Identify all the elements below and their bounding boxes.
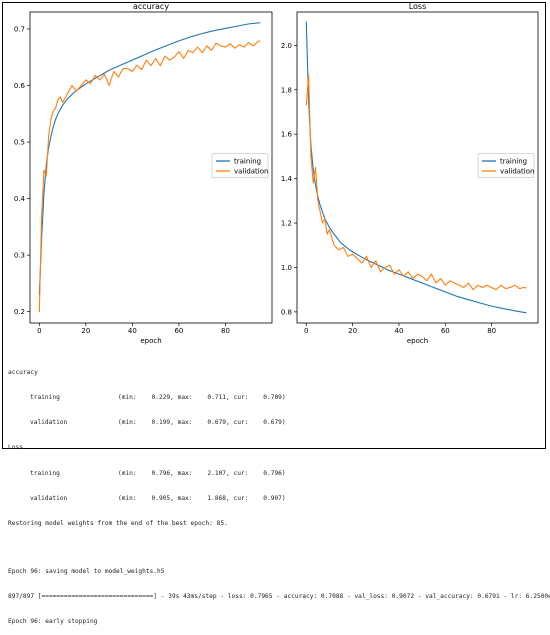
y-tick-label: 0.2 bbox=[14, 308, 25, 316]
log-accuracy-training-row: training (min: 0.229, max: 0.711, cur: 0.… bbox=[8, 394, 544, 402]
y-tick-label: 1.0 bbox=[281, 264, 292, 272]
chart-title: Loss bbox=[409, 2, 427, 11]
log-row-name: validation bbox=[30, 494, 68, 502]
charts-canvas: accuracy 0 20 40 60 80 0.2 0.3 0.4 0.5 0.6 0.7 epoch… bbox=[14, 2, 539, 345]
log-saving-line: Epoch 96: saving model to model_weights.… bbox=[8, 568, 165, 576]
log-row-stats: (min: 0.796, max: 2.107, cur: 0.796) bbox=[118, 469, 286, 477]
plot-frame bbox=[29, 11, 273, 324]
x-tick-label: 80 bbox=[221, 327, 230, 335]
x-tick-label: 40 bbox=[128, 327, 137, 335]
y-tick-label: 1.8 bbox=[281, 86, 292, 94]
log-progress-line: 897/897 [==============================]… bbox=[8, 593, 550, 601]
x-tick-label: 0 bbox=[37, 327, 41, 335]
x-axis-label: epoch bbox=[140, 337, 161, 345]
y-tick-label: 1.4 bbox=[281, 175, 293, 183]
chart-accuracy: accuracy 0 20 40 60 80 0.2 0.3 0.4 0.5 0.6 0.7 epoch… bbox=[14, 2, 273, 345]
log-loss-validation-row: validation (min: 0.905, max: 1.868, cur: … bbox=[8, 495, 544, 503]
legend-label-training: training bbox=[500, 158, 527, 166]
legend: training validation bbox=[211, 153, 268, 178]
log-row-name: validation bbox=[30, 419, 68, 427]
series-line-validation bbox=[38, 40, 261, 313]
log-loss-header: Loss bbox=[8, 444, 23, 452]
y-tick-label: 0.5 bbox=[14, 139, 25, 147]
x-tick-label: 40 bbox=[395, 327, 404, 335]
x-tick-label: 60 bbox=[174, 327, 183, 335]
log-restore-line: Restoring model weights from the end of … bbox=[8, 520, 228, 528]
log-accuracy-header: accuracy bbox=[8, 368, 38, 376]
y-tick-label: 1.2 bbox=[281, 220, 292, 228]
legend-label-validation: validation bbox=[234, 168, 268, 176]
y-tick-label: 0.8 bbox=[281, 308, 292, 316]
x-tick-label: 0 bbox=[304, 327, 308, 335]
log-row-stats: (min: 0.199, max: 0.679, cur: 0.679) bbox=[118, 419, 286, 427]
legend-label-validation: validation bbox=[500, 168, 534, 176]
x-axis-label: epoch bbox=[407, 337, 428, 345]
legend: training validation bbox=[477, 153, 534, 178]
x-tick-label: 20 bbox=[81, 327, 90, 335]
chart-title: accuracy bbox=[133, 2, 169, 11]
y-tick-label: 2.0 bbox=[281, 42, 292, 50]
chart-loss: Loss 0 20 40 60 80 0.8 1.0 1.2 1.4 1.6 1.8 2.0 epoch t… bbox=[281, 2, 539, 345]
log-row-name: training bbox=[30, 469, 60, 477]
screenshot-frame bbox=[2, 2, 546, 449]
y-tick-label: 0.4 bbox=[14, 195, 26, 203]
training-log: accuracy training (min: 0.229, max: 0.711… bbox=[8, 352, 550, 635]
log-row-stats: (min: 0.905, max: 1.868, cur: 0.907) bbox=[118, 494, 286, 502]
log-row-name: training bbox=[30, 394, 60, 402]
y-tick-label: 1.6 bbox=[281, 131, 293, 139]
y-tick-label: 0.3 bbox=[14, 252, 25, 260]
log-accuracy-validation-row: validation (min: 0.199, max: 0.679, cur: … bbox=[8, 419, 544, 427]
plot-frame bbox=[296, 11, 539, 324]
x-tick-label: 80 bbox=[487, 327, 496, 335]
legend-label-training: training bbox=[234, 158, 261, 166]
x-tick-label: 20 bbox=[348, 327, 357, 335]
y-tick-label: 0.6 bbox=[14, 82, 26, 90]
y-tick-label: 0.7 bbox=[14, 25, 25, 33]
log-row-stats: (min: 0.229, max: 0.711, cur: 0.709) bbox=[118, 394, 286, 402]
x-tick-label: 60 bbox=[441, 327, 450, 335]
series-line-validation bbox=[305, 74, 527, 291]
log-stopping-line: Epoch 96: early stopping bbox=[8, 618, 98, 626]
log-loss-training-row: training (min: 0.796, max: 2.107, cur: 0.… bbox=[8, 470, 544, 478]
